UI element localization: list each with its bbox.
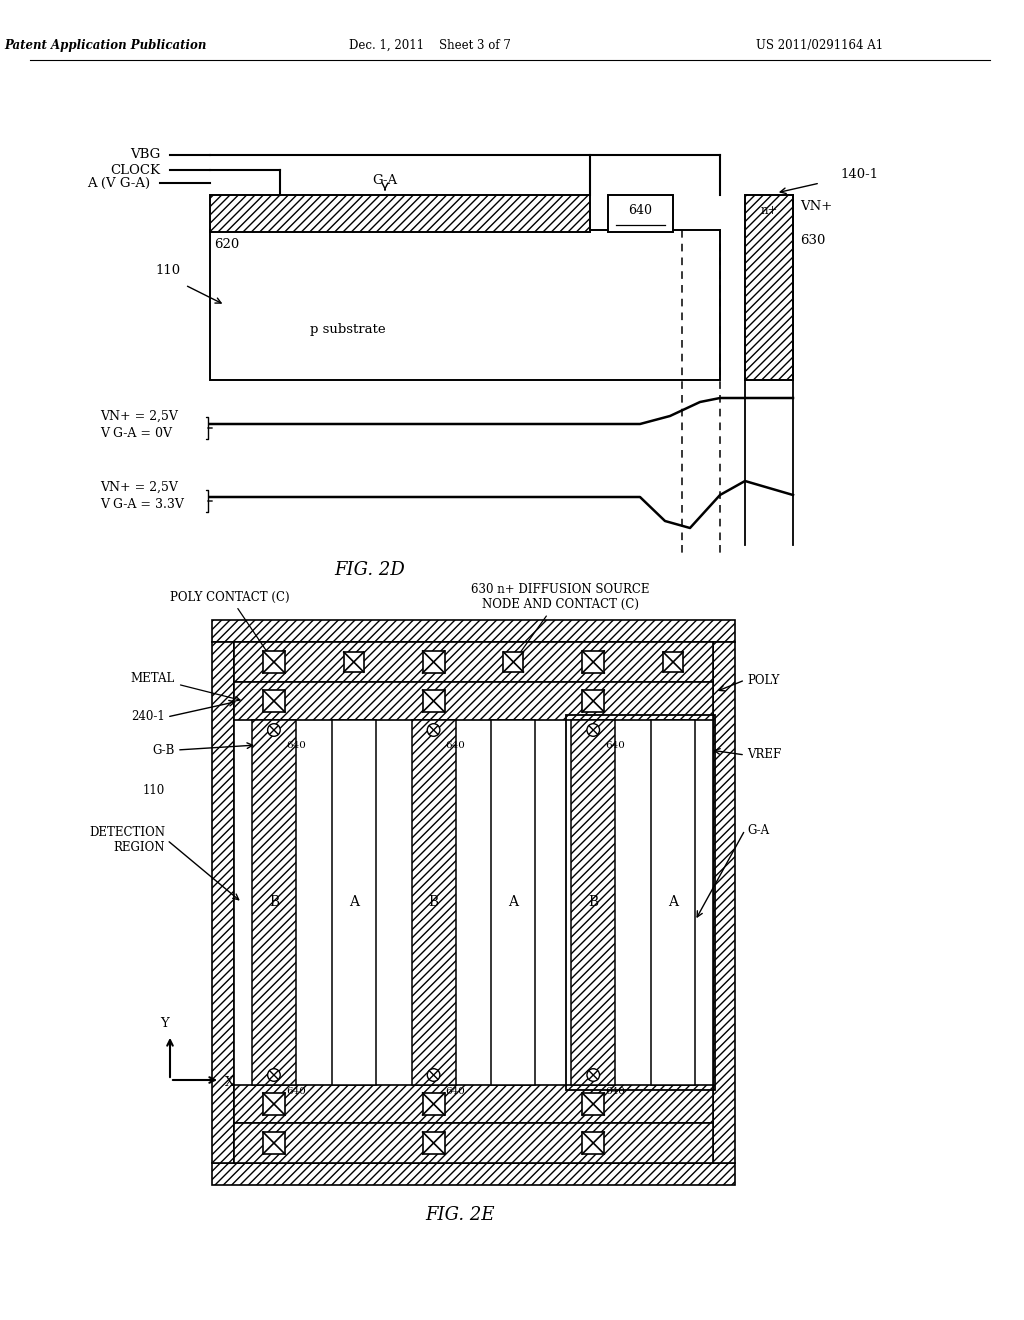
Circle shape [267,723,281,737]
Bar [234,1085,713,1123]
Text: Patent Application Publication: Patent Application Publication [4,38,206,51]
Text: VREF: VREF [746,748,781,762]
Bar [234,642,713,1163]
Text: 640: 640 [605,742,625,751]
Bar [423,690,444,711]
Text: G-B: G-B [153,743,175,756]
Bar [492,719,536,1085]
Bar [332,719,376,1085]
Text: Y: Y [161,1016,169,1030]
Text: V G-A = 0V: V G-A = 0V [100,426,172,440]
Text: VN+ = 2,5V: VN+ = 2,5V [100,411,178,422]
Circle shape [427,1069,440,1081]
Circle shape [587,1069,599,1081]
Text: FIG. 2E: FIG. 2E [425,1206,495,1224]
Text: VBG: VBG [130,149,160,161]
Bar [234,1123,713,1163]
Text: A: A [668,895,678,909]
Text: 620: 620 [214,238,240,251]
Text: 640: 640 [286,742,306,751]
Text: 110: 110 [155,264,180,276]
Text: 640: 640 [286,1086,306,1096]
Text: B: B [269,895,279,909]
Text: G-A: G-A [373,173,397,186]
Text: VN+: VN+ [800,201,833,214]
Bar [252,719,296,1085]
Text: p substrate: p substrate [310,323,386,337]
Bar [423,1093,444,1115]
Circle shape [587,723,599,737]
Text: CLOCK: CLOCK [110,164,160,177]
Text: US 2011/0291164 A1: US 2011/0291164 A1 [757,38,884,51]
Text: 640: 640 [445,1086,466,1096]
Bar [583,1133,604,1154]
Text: V G-A = 3.3V: V G-A = 3.3V [100,498,184,511]
Circle shape [267,1069,281,1081]
Text: 640: 640 [605,1086,625,1096]
Text: X: X [225,1077,234,1089]
Text: A: A [509,895,518,909]
Bar [608,195,673,232]
Text: METAL: METAL [131,672,240,701]
Text: 640: 640 [629,205,652,216]
Text: B: B [428,895,438,909]
Text: n+: n+ [760,205,777,218]
Bar [745,195,793,380]
Text: 630: 630 [800,234,825,247]
Bar [583,651,604,673]
Bar [412,719,456,1085]
Bar [263,690,285,711]
Circle shape [427,723,440,737]
Text: G-A: G-A [746,824,769,837]
Bar [234,642,713,682]
Text: 140-1: 140-1 [840,169,879,181]
Bar [566,715,715,1090]
Text: 110: 110 [142,784,165,796]
Text: DETECTION
REGION: DETECTION REGION [89,826,165,854]
Text: POLY CONTACT (C): POLY CONTACT (C) [170,590,290,659]
Bar [212,620,735,642]
Bar [263,651,285,673]
Bar [344,652,364,672]
Bar [664,652,683,672]
Bar [583,1093,604,1115]
Bar [583,690,604,711]
Bar [571,719,615,1085]
Bar [212,642,234,1163]
Text: 240-1: 240-1 [131,710,165,723]
Bar [210,195,590,232]
Text: POLY: POLY [746,673,779,686]
Bar [263,1093,285,1115]
Text: 640: 640 [445,742,466,751]
Text: FIG. 2D: FIG. 2D [335,561,406,579]
Text: A: A [349,895,358,909]
Text: B: B [588,895,598,909]
Bar [423,1133,444,1154]
Bar [713,642,735,1163]
Bar [234,682,713,719]
Text: A (V G-A): A (V G-A) [87,177,150,190]
Bar [423,651,444,673]
Text: VN+ = 2,5V: VN+ = 2,5V [100,480,178,494]
Bar [504,652,523,672]
Bar [212,1163,735,1185]
Bar [651,719,695,1085]
Text: 630 n+ DIFFUSION SOURCE
NODE AND CONTACT (C): 630 n+ DIFFUSION SOURCE NODE AND CONTACT… [471,583,649,659]
Bar [210,230,720,380]
Text: Dec. 1, 2011    Sheet 3 of 7: Dec. 1, 2011 Sheet 3 of 7 [349,38,511,51]
Bar [263,1133,285,1154]
